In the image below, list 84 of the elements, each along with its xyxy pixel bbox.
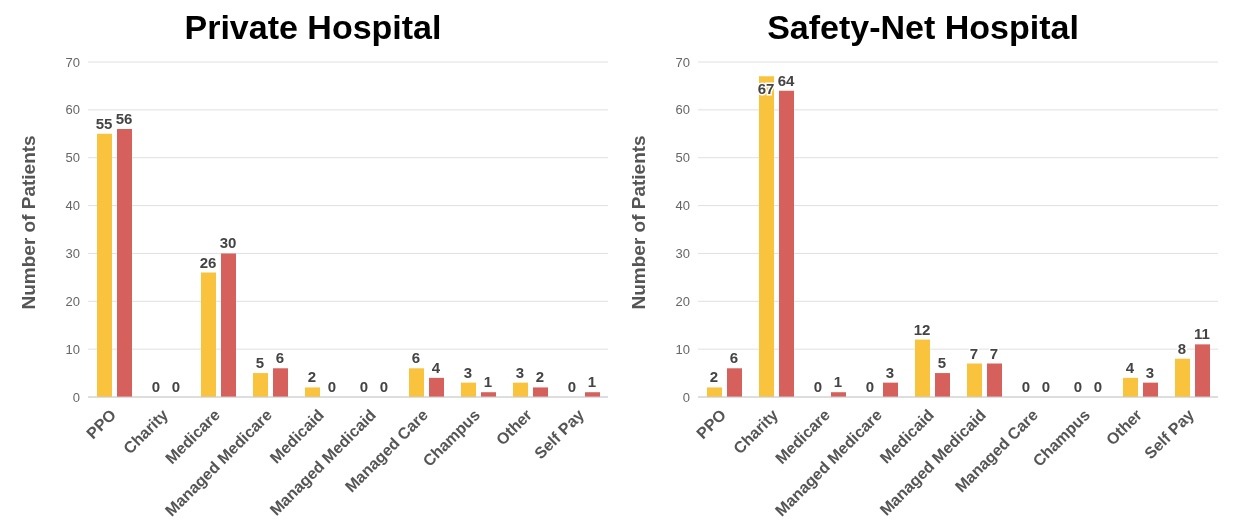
y-axis-title: Number of Patients — [17, 135, 39, 310]
y-tick-label: 60 — [675, 102, 690, 118]
data-label: 12 — [913, 320, 931, 338]
bar — [97, 133, 112, 397]
data-label: 5 — [937, 354, 947, 372]
y-tick-label: 30 — [675, 246, 690, 262]
data-label: 0 — [1021, 378, 1031, 395]
y-axis-title: Number of Patients — [627, 135, 649, 310]
y-tick-label: 10 — [675, 341, 690, 357]
data-label: 7 — [989, 344, 999, 362]
chart-title: Private Hospital — [183, 8, 443, 48]
y-tick-label: 60 — [65, 102, 80, 118]
y-tick-label: 20 — [65, 293, 80, 309]
data-label: 7 — [969, 344, 979, 362]
data-label: 2 — [535, 368, 545, 386]
data-label: 0 — [327, 378, 337, 395]
data-label: 4 — [431, 358, 441, 376]
data-label: 0 — [151, 378, 161, 395]
data-label: 6 — [411, 349, 421, 367]
data-label: 26 — [199, 253, 217, 271]
data-label: 3 — [885, 363, 895, 381]
y-tick-label: 10 — [65, 341, 80, 357]
y-tick-label: 70 — [675, 54, 690, 70]
data-label: 0 — [1073, 378, 1083, 395]
y-tick-label: 0 — [682, 389, 690, 405]
bar — [779, 90, 794, 397]
data-label: 30 — [219, 234, 237, 252]
bar — [759, 76, 774, 397]
data-label: 0 — [1041, 378, 1051, 395]
data-label: 0 — [171, 378, 181, 395]
data-label: 56 — [115, 110, 133, 127]
bar — [967, 363, 982, 397]
bar — [201, 272, 216, 397]
y-tick-label: 40 — [65, 198, 80, 214]
data-label: 11 — [1194, 325, 1210, 343]
data-label: 3 — [1145, 363, 1155, 381]
data-label: 2 — [709, 368, 719, 386]
y-tick-label: 50 — [675, 150, 690, 166]
data-label: 0 — [865, 378, 875, 395]
data-label: 3 — [463, 363, 473, 381]
data-label: 0 — [567, 378, 577, 395]
y-tick-label: 30 — [65, 246, 80, 262]
data-label: 0 — [813, 378, 823, 395]
data-label: 64 — [777, 71, 795, 89]
y-tick-label: 20 — [675, 293, 690, 309]
bar — [1123, 377, 1138, 397]
bar — [221, 253, 236, 397]
y-tick-label: 40 — [675, 198, 690, 214]
bar — [409, 368, 424, 397]
data-label: 6 — [729, 349, 739, 367]
bar — [1175, 358, 1190, 397]
bar — [935, 373, 950, 397]
data-label: 0 — [359, 378, 369, 395]
bar — [461, 382, 476, 397]
y-tick-label: 50 — [65, 150, 80, 166]
bar — [727, 368, 742, 397]
data-label: 2 — [307, 368, 317, 386]
data-label: 1 — [833, 373, 843, 391]
bar — [915, 339, 930, 397]
bar — [253, 373, 268, 397]
data-label: 6 — [275, 349, 285, 367]
data-label: 5 — [255, 354, 265, 372]
bar — [117, 129, 132, 397]
bar — [513, 382, 528, 397]
data-label: 55 — [95, 114, 113, 132]
data-label: 1 — [483, 373, 493, 391]
chart-title: Safety-Net Hospital — [766, 8, 1080, 48]
bar — [305, 387, 320, 397]
data-label: 1 — [587, 373, 597, 391]
data-label: 0 — [1093, 378, 1103, 395]
data-label: 4 — [1125, 358, 1135, 376]
bar — [429, 377, 444, 397]
data-label: 0 — [379, 378, 389, 395]
bar — [1143, 382, 1158, 397]
y-tick-label: 0 — [72, 389, 80, 405]
bar — [707, 387, 722, 397]
data-label: 8 — [1177, 339, 1187, 357]
bar — [533, 387, 548, 397]
bar — [883, 382, 898, 397]
bar — [273, 368, 288, 397]
y-tick-label: 70 — [65, 54, 80, 70]
bar — [1195, 344, 1210, 397]
data-label: 3 — [515, 363, 525, 381]
bar — [987, 363, 1002, 397]
